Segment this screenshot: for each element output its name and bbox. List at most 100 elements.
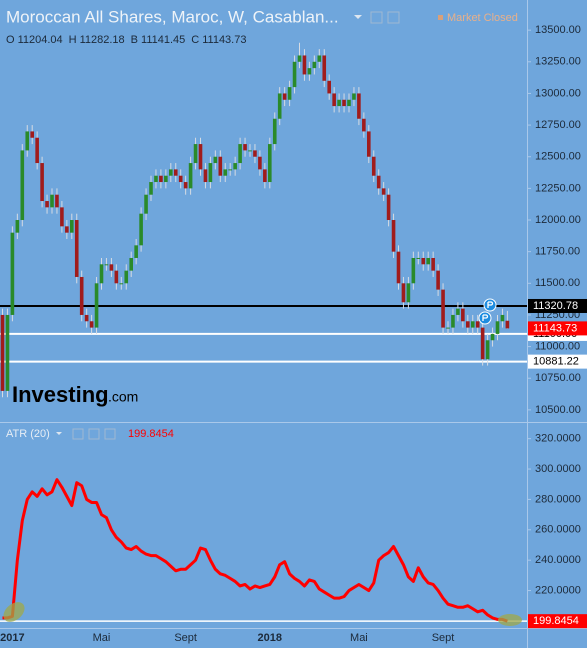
candle-body <box>65 226 69 233</box>
candle-body <box>292 61 297 88</box>
settings-icon[interactable] <box>72 428 84 440</box>
candle-body <box>208 163 213 183</box>
candle-body <box>342 99 346 107</box>
candle-body <box>228 169 232 171</box>
candle-body <box>35 137 39 164</box>
candle-body <box>104 264 109 266</box>
status-dot <box>438 15 443 20</box>
candle-body <box>99 264 104 284</box>
candle-body <box>139 213 143 246</box>
candle-body <box>332 93 336 107</box>
y-tick-label: 12750.00 <box>535 119 581 131</box>
y-tick-label: 12000.00 <box>535 214 581 226</box>
y-tick-label: 10500.00 <box>535 404 581 416</box>
candle-body <box>79 276 84 315</box>
candle-body <box>94 283 99 328</box>
candle-body <box>367 131 371 157</box>
candle-body <box>233 163 237 170</box>
candle-body <box>401 283 406 303</box>
y-tick-label: 11500.00 <box>535 277 580 289</box>
candle-body <box>188 163 193 189</box>
ohlc-key: B <box>131 34 138 46</box>
candle-body <box>371 156 376 176</box>
y-tick-label: 280.0000 <box>535 493 581 505</box>
candle-body <box>461 308 465 322</box>
highlight-marker <box>498 614 522 626</box>
candle-body <box>258 156 262 170</box>
candle-body <box>84 314 89 322</box>
y-tick-label: 240.0000 <box>535 554 581 566</box>
y-tick-label: 12500.00 <box>535 151 581 163</box>
market-status: Market Closed <box>447 12 518 24</box>
x-tick-label: Sept <box>432 632 455 644</box>
y-tick-label: 300.0000 <box>535 463 581 475</box>
y-tick-label: 260.0000 <box>535 524 581 536</box>
dropdown-icon[interactable] <box>56 432 62 435</box>
ohlc-value: 11141.45 <box>141 34 185 46</box>
y-tick-label: 220.0000 <box>535 584 581 596</box>
candle-body <box>124 270 129 284</box>
candle-body <box>312 61 317 69</box>
candle-body <box>416 257 421 259</box>
close-icon[interactable] <box>104 428 116 440</box>
candle-body <box>352 93 356 100</box>
candle-body <box>263 169 267 183</box>
y-tick-label: 11000.00 <box>535 340 580 352</box>
y-tick-label: 320.0000 <box>535 433 581 445</box>
candle-body <box>307 68 312 75</box>
candle-body <box>500 314 505 322</box>
ohlc-readout: O 11204.04 H 11282.18 B 11141.45 C 11143.73 <box>6 34 246 46</box>
ohlc-key: H <box>69 34 77 46</box>
candle-body <box>203 169 208 183</box>
y-tick-label: 13500.00 <box>535 24 581 36</box>
y-tick-label: 13000.00 <box>535 87 581 99</box>
candle-body <box>272 118 277 145</box>
candle-body <box>362 118 366 132</box>
edit-icon[interactable] <box>88 428 100 440</box>
candle-body <box>178 175 183 183</box>
x-tick-label: Mai <box>350 632 368 644</box>
candle-body <box>431 257 435 271</box>
candle-body <box>223 169 228 176</box>
candle-body <box>89 321 94 328</box>
candle-body <box>114 270 119 284</box>
candle-body <box>5 314 10 391</box>
candle-body <box>475 321 480 328</box>
candle-body <box>317 55 322 62</box>
candle-body <box>154 175 158 183</box>
dropdown-icon[interactable] <box>354 15 362 19</box>
candle-body <box>411 257 416 284</box>
candle-body <box>213 156 218 164</box>
candle-body <box>381 188 386 195</box>
candle-body <box>149 182 153 195</box>
candle-body <box>451 314 455 328</box>
candle-body <box>406 283 411 303</box>
candle-body <box>268 144 272 183</box>
last-price-label: 11143.73 <box>533 322 577 334</box>
last-value-label: 199.8454 <box>533 615 579 627</box>
candle-body <box>50 194 54 208</box>
candle-body <box>466 321 470 328</box>
candle-body <box>327 80 331 94</box>
x-tick-label: Sept <box>174 632 197 644</box>
candle-body <box>485 340 490 360</box>
close-icon[interactable] <box>387 11 400 24</box>
candle-body <box>20 150 25 221</box>
candle-body <box>164 175 168 183</box>
candle-body <box>456 308 460 315</box>
last-price-label-box <box>528 321 587 336</box>
candle-body <box>25 131 30 151</box>
candle-body <box>70 220 74 233</box>
candle-body <box>144 194 148 214</box>
candle-body <box>505 320 510 329</box>
indicator-value: 199.8454 <box>128 428 174 440</box>
candle-body <box>243 144 247 151</box>
candle-body <box>282 93 287 100</box>
candle-body <box>480 327 485 360</box>
event-marker-icon <box>482 301 494 321</box>
candle-body <box>55 194 59 208</box>
candle-body <box>74 220 79 277</box>
settings-icon[interactable] <box>370 11 383 24</box>
candle-body <box>376 175 381 189</box>
candle-body <box>297 55 302 62</box>
